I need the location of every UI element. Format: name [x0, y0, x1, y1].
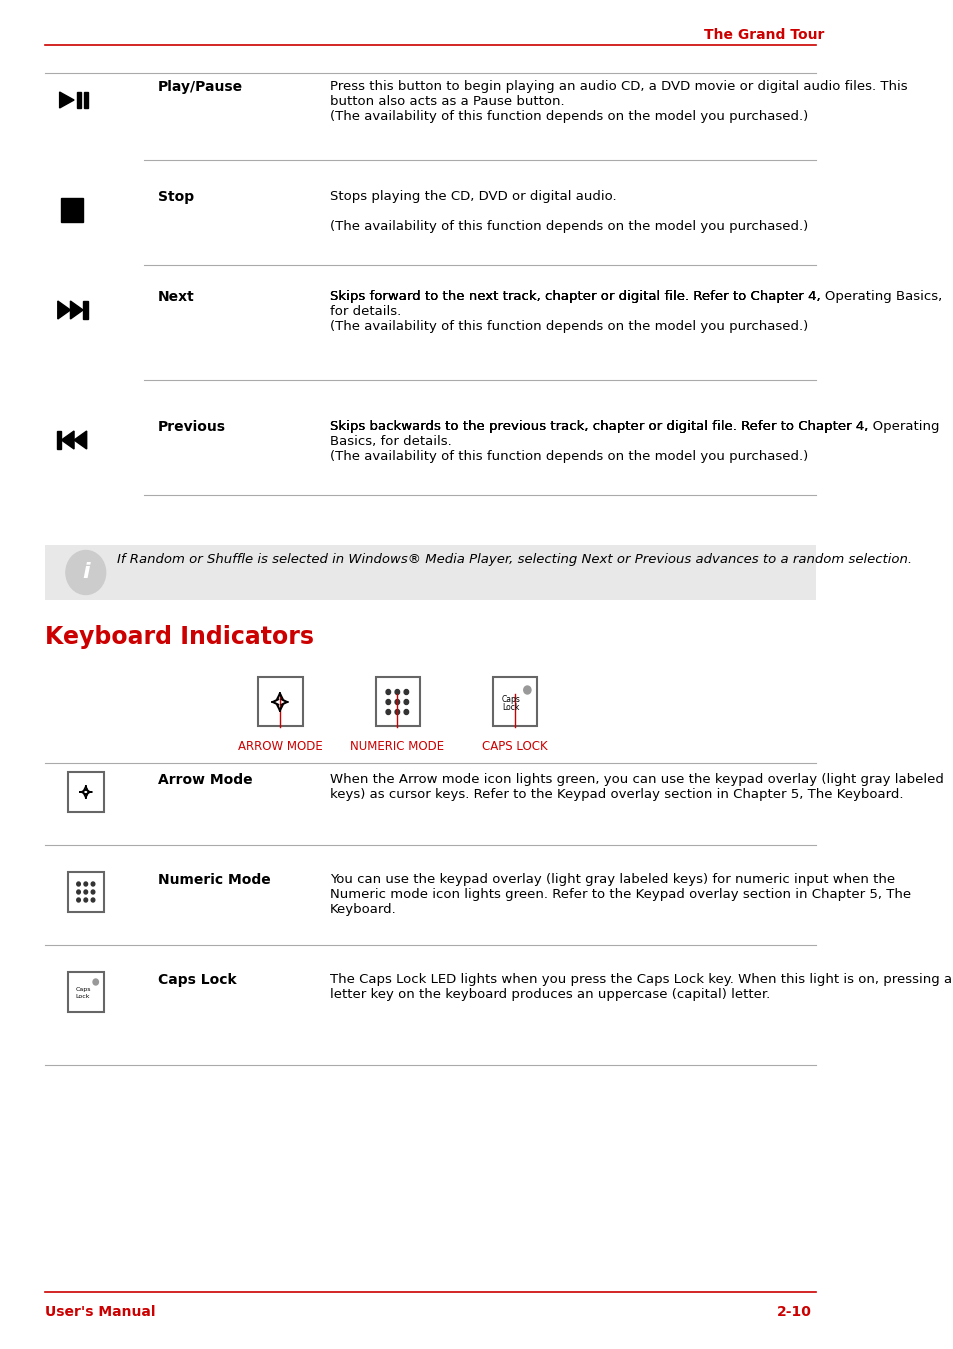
Circle shape	[404, 700, 408, 704]
FancyBboxPatch shape	[68, 871, 104, 912]
Bar	[76, 92, 81, 108]
FancyBboxPatch shape	[68, 973, 104, 1012]
Text: Press this button to begin playing an audio CD, a DVD movie or digital audio fil: Press this button to begin playing an au…	[329, 80, 906, 108]
Circle shape	[404, 689, 408, 695]
Text: Stop: Stop	[158, 190, 194, 204]
Bar	[61, 198, 83, 223]
Circle shape	[395, 689, 399, 695]
Text: Lock: Lock	[75, 993, 91, 998]
Text: Next: Next	[158, 290, 194, 304]
Circle shape	[76, 890, 80, 894]
FancyBboxPatch shape	[493, 677, 537, 726]
Text: Skips forward to the next track, chapter or digital file. Refer to Chapter 4,: Skips forward to the next track, chapter…	[329, 290, 823, 304]
Polygon shape	[71, 301, 83, 318]
Circle shape	[92, 979, 98, 985]
Circle shape	[91, 898, 94, 902]
Bar	[84, 92, 89, 108]
Text: The Caps Lock LED lights when you press the Caps Lock key. When this light is on: The Caps Lock LED lights when you press …	[329, 973, 951, 1001]
Text: Numeric Mode: Numeric Mode	[158, 873, 271, 888]
Text: You can use the keypad overlay (light gray labeled keys) for numeric input when : You can use the keypad overlay (light gr…	[329, 873, 910, 916]
Text: Stops playing the CD, DVD or digital audio.: Stops playing the CD, DVD or digital aud…	[329, 190, 616, 202]
Circle shape	[386, 700, 390, 704]
FancyBboxPatch shape	[375, 677, 419, 726]
Circle shape	[523, 687, 531, 693]
Circle shape	[386, 689, 390, 695]
Text: Skips forward to the next track, chapter or digital file. Refer to Chapter 4, Op: Skips forward to the next track, chapter…	[329, 290, 941, 318]
Text: If Random or Shuffle is selected in Windows® Media Player, selecting Next or Pre: If Random or Shuffle is selected in Wind…	[117, 553, 912, 567]
Text: Caps: Caps	[75, 986, 91, 992]
Circle shape	[395, 710, 399, 715]
Text: Skips backwards to the previous track, chapter or digital file. Refer to Chapter: Skips backwards to the previous track, c…	[329, 420, 938, 448]
Text: Keyboard Indicators: Keyboard Indicators	[45, 625, 314, 649]
Text: Caps Lock: Caps Lock	[158, 973, 236, 987]
Polygon shape	[61, 430, 74, 449]
Text: Skips backwards to the previous track, chapter or digital file. Refer to Chapter: Skips backwards to the previous track, c…	[329, 420, 871, 433]
Bar	[83, 301, 88, 318]
Text: CAPS LOCK: CAPS LOCK	[481, 741, 547, 753]
Circle shape	[91, 882, 94, 886]
Text: (The availability of this function depends on the model you purchased.): (The availability of this function depen…	[329, 220, 807, 233]
Text: Play/Pause: Play/Pause	[158, 80, 243, 94]
Polygon shape	[59, 92, 74, 108]
Circle shape	[386, 710, 390, 715]
Text: When the Arrow mode icon lights green, you can use the keypad overlay (light gra: When the Arrow mode icon lights green, y…	[329, 773, 943, 801]
FancyBboxPatch shape	[258, 677, 302, 726]
Circle shape	[404, 710, 408, 715]
Circle shape	[91, 890, 94, 894]
Circle shape	[84, 890, 88, 894]
Text: (The availability of this function depends on the model you purchased.): (The availability of this function depen…	[329, 451, 807, 463]
Circle shape	[66, 550, 106, 595]
Circle shape	[76, 882, 80, 886]
Circle shape	[76, 898, 80, 902]
Text: The Grand Tour: The Grand Tour	[703, 28, 823, 42]
Text: Skips backwards to the previous track, chapter or digital file. Refer to Chapter: Skips backwards to the previous track, c…	[329, 420, 871, 433]
Circle shape	[84, 898, 88, 902]
Text: Skips forward to the next track, chapter or digital file. Refer to Chapter 4,: Skips forward to the next track, chapter…	[329, 290, 823, 304]
Polygon shape	[58, 301, 71, 318]
FancyBboxPatch shape	[68, 772, 104, 812]
Bar	[57, 430, 61, 449]
Text: User's Manual: User's Manual	[45, 1304, 155, 1319]
Circle shape	[395, 700, 399, 704]
Circle shape	[84, 882, 88, 886]
Text: Caps: Caps	[501, 695, 520, 703]
Text: Lock: Lock	[502, 703, 519, 711]
Text: NUMERIC MODE: NUMERIC MODE	[350, 741, 444, 753]
Text: 2-10: 2-10	[776, 1304, 811, 1319]
Text: i: i	[82, 561, 90, 581]
Text: Previous: Previous	[158, 420, 226, 434]
Text: ARROW MODE: ARROW MODE	[237, 741, 322, 753]
Text: Arrow Mode: Arrow Mode	[158, 773, 253, 786]
FancyBboxPatch shape	[45, 545, 816, 600]
Polygon shape	[74, 430, 87, 449]
Text: (The availability of this function depends on the model you purchased.): (The availability of this function depen…	[329, 320, 807, 333]
Text: (The availability of this function depends on the model you purchased.): (The availability of this function depen…	[329, 111, 807, 123]
